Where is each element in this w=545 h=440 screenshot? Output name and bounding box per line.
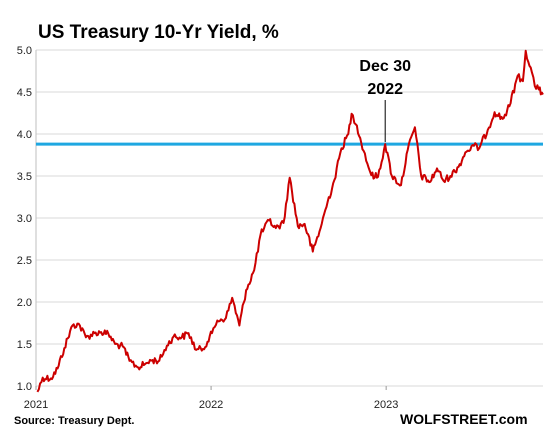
annotation-line2: 2022 <box>367 81 403 98</box>
x-tick-label: 2023 <box>374 399 398 411</box>
annotation-line1: Dec 30 <box>359 58 411 75</box>
y-tick-label: 2.0 <box>17 297 32 309</box>
brand-label: WOLFSTREET.com <box>400 411 528 427</box>
y-tick-label: 3.5 <box>17 171 32 183</box>
y-tick-label: 5.0 <box>17 45 32 57</box>
y-tick-labels: 1.0 1.5 2.0 2.5 3.0 3.5 4.0 4.5 5.0 <box>17 45 32 393</box>
x-tick-label: 2021 <box>24 399 48 411</box>
x-tick-label: 2022 <box>199 399 223 411</box>
series-line <box>36 49 544 393</box>
y-tick-label: 1.0 <box>17 381 32 393</box>
y-tick-label: 1.5 <box>17 339 32 351</box>
gridlines <box>35 49 543 387</box>
x-tick-labels: 2021 2022 2023 <box>24 386 398 411</box>
source-note: Source: Treasury Dept. <box>14 415 134 427</box>
y-tick-label: 4.5 <box>17 87 32 99</box>
y-tick-label: 4.0 <box>17 129 32 141</box>
chart-title: US Treasury 10-Yr Yield, % <box>38 22 279 43</box>
y-tick-label: 3.0 <box>17 213 32 225</box>
annotation-group: Dec 30 2022 <box>359 58 411 143</box>
y-tick-label: 2.5 <box>17 255 32 267</box>
series-group <box>36 49 544 393</box>
